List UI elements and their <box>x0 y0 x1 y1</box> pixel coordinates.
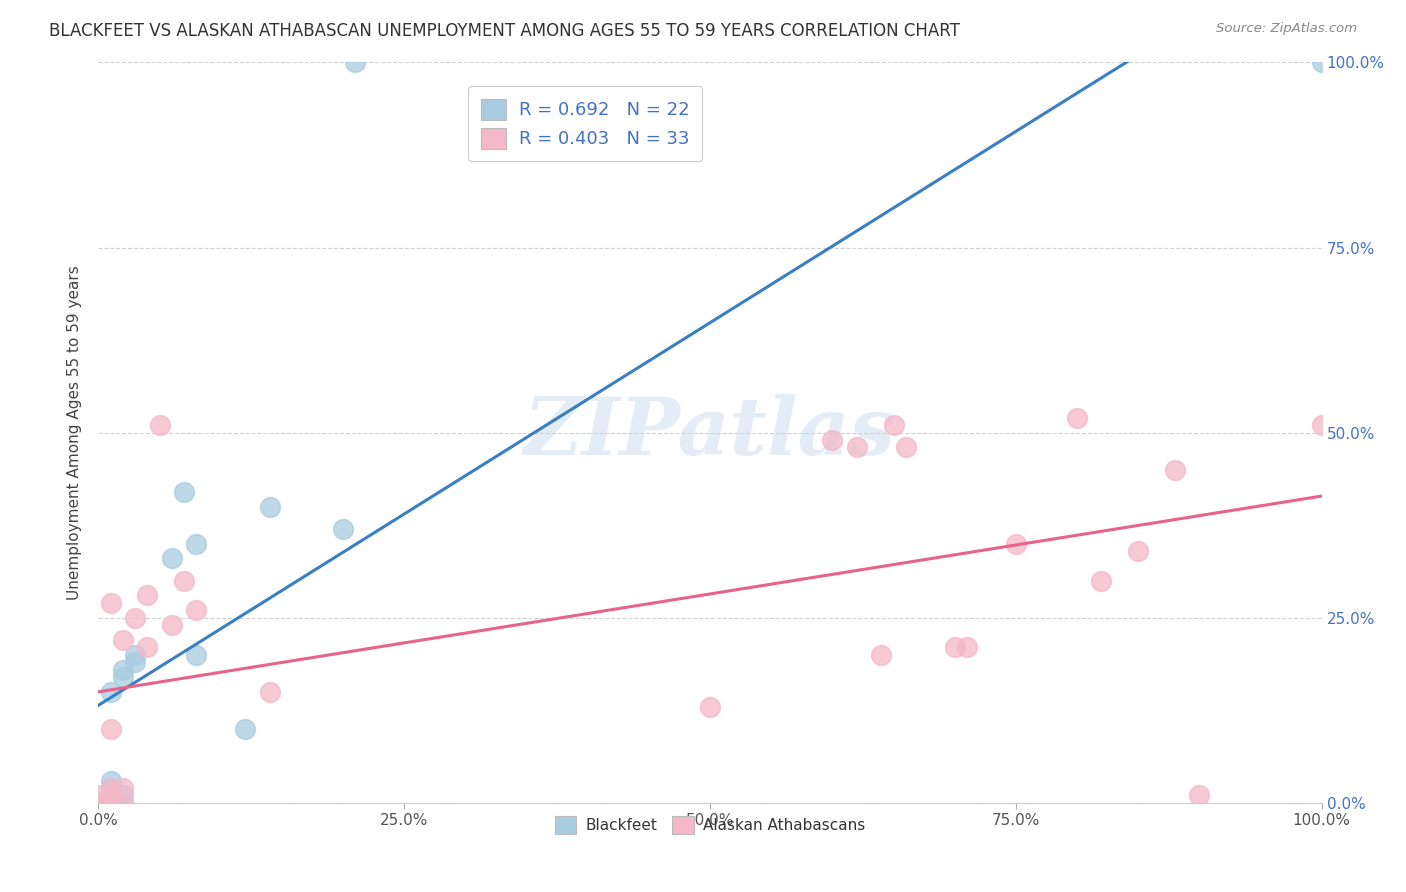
Point <box>845 441 868 455</box>
Point <box>87 789 110 803</box>
Point <box>111 632 134 647</box>
Point <box>100 722 122 736</box>
Point <box>821 433 844 447</box>
Point <box>111 796 134 810</box>
Point <box>149 418 172 433</box>
Point <box>1188 789 1211 803</box>
Point <box>259 500 281 514</box>
Point <box>100 789 122 803</box>
Point <box>1066 410 1088 425</box>
Text: BLACKFEET VS ALASKAN ATHABASCAN UNEMPLOYMENT AMONG AGES 55 TO 59 YEARS CORRELATI: BLACKFEET VS ALASKAN ATHABASCAN UNEMPLOY… <box>49 22 960 40</box>
Point <box>100 780 122 795</box>
Point <box>332 522 354 536</box>
Point <box>173 484 195 499</box>
Point <box>100 796 122 810</box>
Point <box>1128 544 1150 558</box>
Point <box>100 773 122 788</box>
Point <box>124 610 146 624</box>
Point <box>100 796 122 810</box>
Point <box>1164 462 1187 476</box>
Point <box>956 640 979 655</box>
Point <box>259 685 281 699</box>
Point <box>894 441 917 455</box>
Point <box>870 648 893 662</box>
Point <box>111 789 134 803</box>
Point <box>233 722 256 736</box>
Text: ZIPatlas: ZIPatlas <box>524 394 896 471</box>
Y-axis label: Unemployment Among Ages 55 to 59 years: Unemployment Among Ages 55 to 59 years <box>67 265 83 600</box>
Point <box>943 640 966 655</box>
Point <box>186 536 208 550</box>
Point <box>186 603 208 617</box>
Point <box>186 648 208 662</box>
Point <box>100 780 122 795</box>
Point <box>111 780 134 795</box>
Point <box>136 640 159 655</box>
Point <box>111 670 134 684</box>
Point <box>100 789 122 803</box>
Point <box>1004 536 1026 550</box>
Point <box>124 655 146 669</box>
Point <box>87 796 110 810</box>
Point <box>100 796 122 810</box>
Point <box>111 796 134 810</box>
Point <box>124 648 146 662</box>
Point <box>136 589 159 603</box>
Point <box>160 618 183 632</box>
Point <box>1090 574 1112 588</box>
Point <box>173 574 195 588</box>
Point <box>883 418 905 433</box>
Point <box>100 596 122 610</box>
Text: Source: ZipAtlas.com: Source: ZipAtlas.com <box>1216 22 1357 36</box>
Point <box>1310 418 1333 433</box>
Point <box>111 663 134 677</box>
Point <box>699 699 721 714</box>
Point <box>160 551 183 566</box>
Point <box>344 55 367 70</box>
Point <box>100 685 122 699</box>
Point <box>1310 55 1333 70</box>
Legend: Blackfeet, Alaskan Athabascans: Blackfeet, Alaskan Athabascans <box>546 807 875 843</box>
Point <box>87 796 110 810</box>
